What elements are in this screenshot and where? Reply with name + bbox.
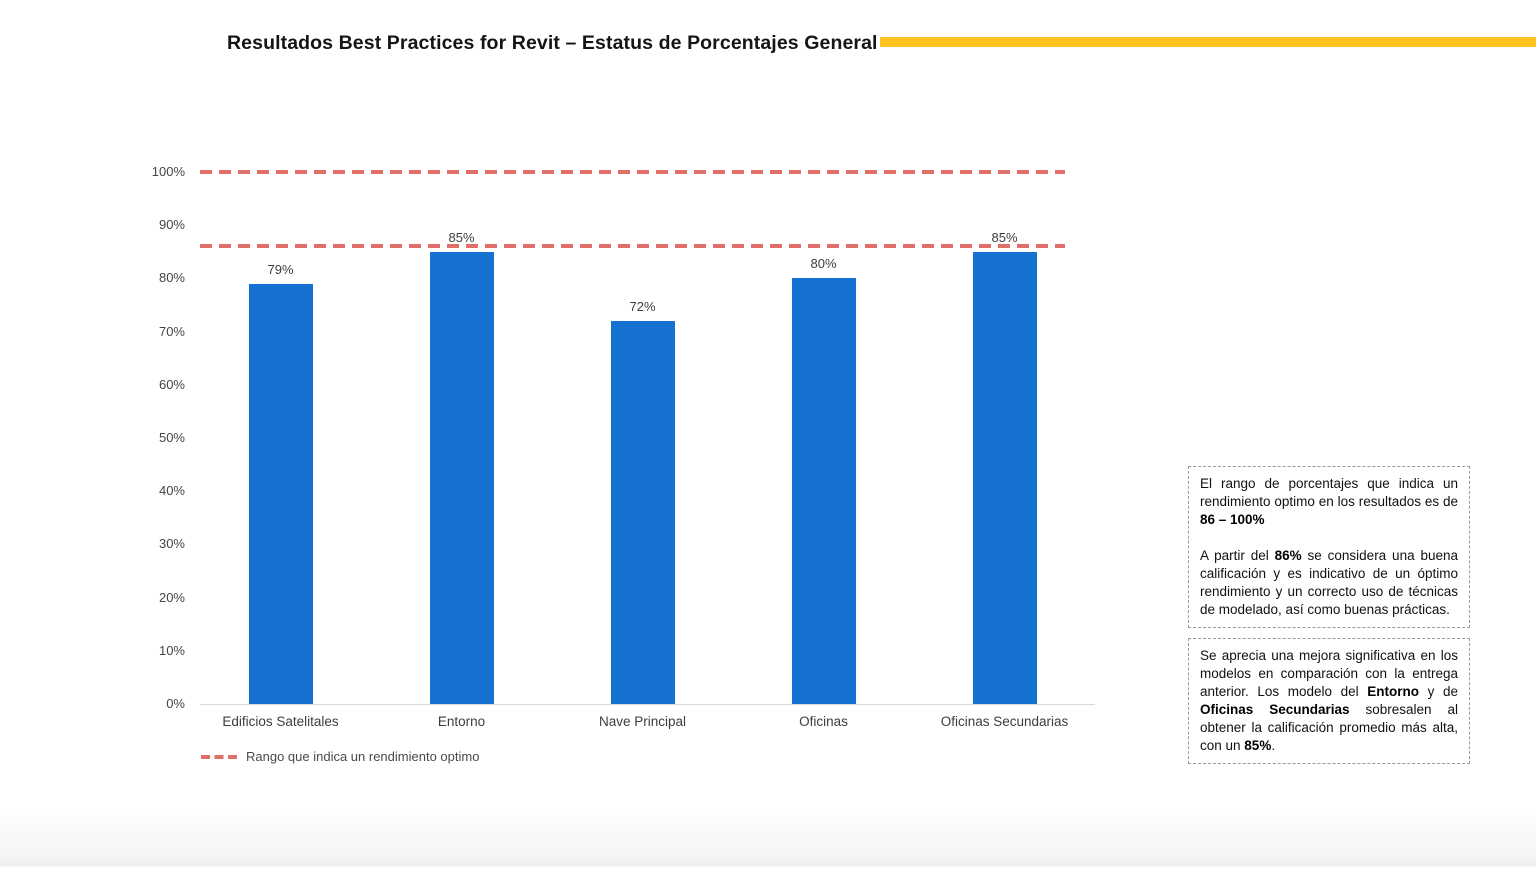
bar: [791, 278, 856, 704]
x-axis-labels: Edificios Satelitales Entorno Nave Princip…: [190, 714, 1095, 729]
bar: [248, 283, 313, 704]
bar: [610, 320, 675, 704]
bar-value-label: 79%: [267, 261, 294, 277]
title-accent-bar: [880, 37, 1536, 47]
x-axis-category-label: Entorno: [437, 714, 486, 729]
note-paragraph: A partir del 86% se considera una buena …: [1200, 548, 1458, 617]
y-axis-tick-label: 50%: [158, 430, 185, 445]
y-axis-tick-label: 30%: [158, 536, 185, 552]
y-axis-tick-label: 40%: [158, 483, 185, 499]
y-axis-tick-label: 90%: [158, 217, 185, 233]
bar-value-label: 72%: [629, 298, 656, 314]
legend-label: Rango que indica un rendimiento optimo: [246, 749, 480, 764]
note-paragraph: El rango de porcentajes que indica un re…: [1200, 476, 1458, 527]
slide-bottom-shadow: [0, 810, 1536, 868]
y-axis-tick-label: 80%: [158, 270, 185, 286]
x-axis-category-label: Nave Principal: [598, 714, 687, 729]
reference-line: [200, 244, 1065, 249]
dashed-line-icon: [201, 754, 237, 759]
x-axis-category-label: Oficinas: [799, 714, 848, 729]
y-axis: 100% 90% 80% 70% 60% 50% 40% 30% 20% 10% 0%: [110, 164, 185, 711]
note-box: Se aprecia una mejora significativa en l…: [1188, 638, 1470, 764]
bar-value-label: 80%: [810, 256, 837, 272]
bar-column: 79%: [190, 172, 371, 704]
page-title: Resultados Best Practices for Revit – Es…: [227, 32, 878, 54]
bar: [972, 251, 1037, 704]
x-axis-category-label: Oficinas Secundarias: [940, 714, 1069, 729]
y-axis-tick-label: 10%: [158, 642, 185, 658]
bar-column: 85%: [371, 172, 552, 704]
bar: [429, 251, 494, 704]
note-box: El rango de porcentajes que indica un re…: [1188, 466, 1470, 628]
y-axis-tick-label: 70%: [158, 323, 185, 339]
bar-column: 85%: [914, 172, 1095, 704]
bar-column: 80%: [733, 172, 914, 704]
x-axis-line: [200, 704, 1095, 705]
bar-value-label: 85%: [448, 229, 475, 245]
bar-value-label: 85%: [991, 229, 1018, 245]
note-paragraph: Se aprecia una mejora significativa en l…: [1200, 648, 1458, 753]
chart-legend: Rango que indica un rendimiento optimo: [201, 749, 479, 764]
notes-panel: El rango de porcentajes que indica un re…: [1188, 466, 1470, 764]
bar-columns: 79% 85% 72% 80% 85%: [190, 172, 1095, 704]
reference-line: [200, 170, 1065, 174]
x-axis-category-label: Edificios Satelitales: [222, 714, 339, 729]
chart-plot-area: 79% 85% 72% 80% 85%: [190, 170, 1095, 705]
y-axis-tick-label: 100%: [151, 164, 185, 179]
y-axis-tick-label: 0%: [166, 696, 185, 711]
y-axis-tick-label: 20%: [158, 589, 185, 605]
bar-column: 72%: [552, 172, 733, 704]
y-axis-tick-label: 60%: [158, 376, 185, 392]
